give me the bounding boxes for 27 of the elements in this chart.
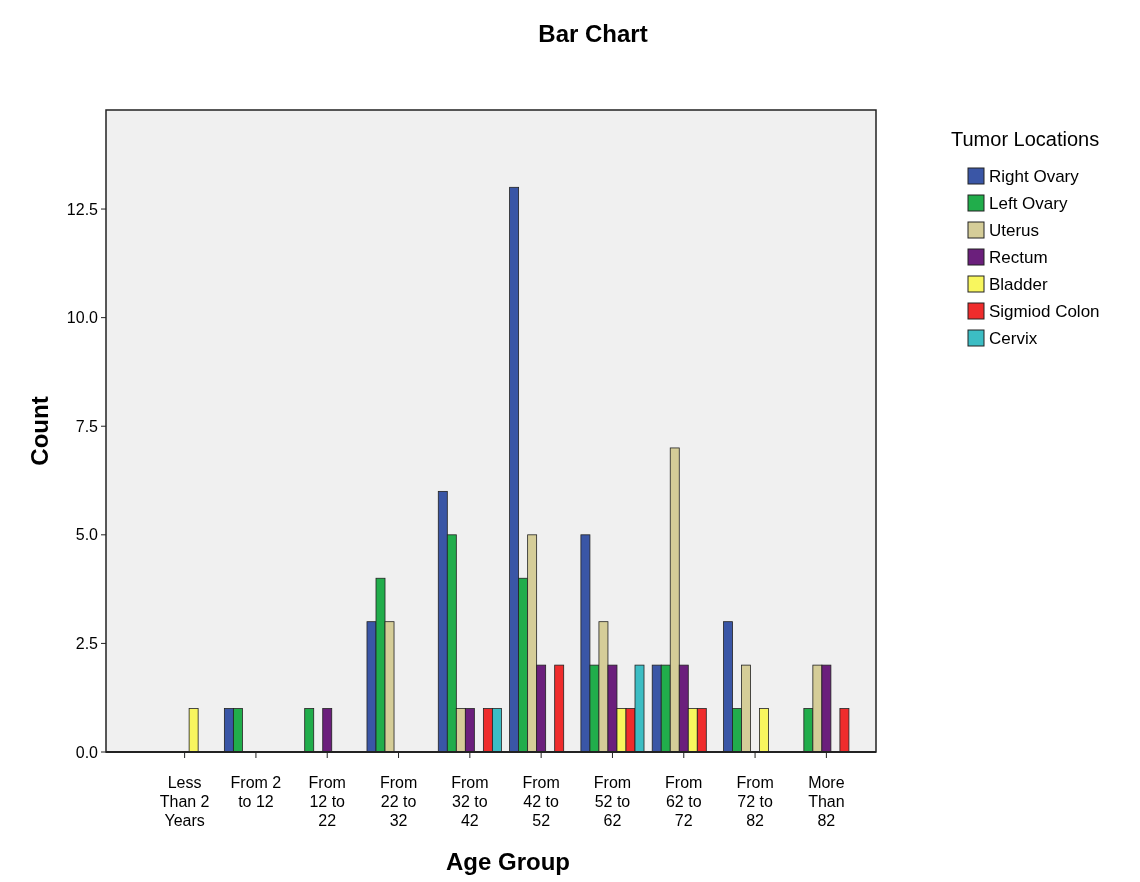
x-tick-label: From 22 to 32	[379, 774, 418, 829]
legend-label: Uterus	[989, 220, 1040, 240]
x-tick-label: From 52 to 62	[593, 774, 632, 829]
x-tick-label: From 32 to 42	[451, 774, 489, 829]
y-tick-label: 2.5	[75, 635, 99, 653]
x-tick-label: From 2 to 12	[230, 774, 282, 810]
y-tick-label: 0.0	[75, 743, 99, 761]
legend-label: Bladder	[989, 274, 1048, 294]
x-tick-label: From 62 to 72	[665, 774, 703, 829]
legend-label: Left Ovary	[989, 193, 1068, 213]
y-tick-label: 5.0	[75, 526, 99, 544]
chart-title: Bar Chart	[538, 20, 648, 47]
legend-title: Tumor Locations	[951, 128, 1100, 150]
x-tick-label: From 12 to 22	[308, 774, 346, 829]
x-tick-label: Less Than 2 Years	[159, 774, 210, 829]
x-tick-label: From 72 to 82	[736, 774, 774, 829]
legend-label: Rectum	[989, 247, 1048, 267]
x-tick-label: More Than 82	[808, 774, 845, 829]
y-tick-label: 10.0	[66, 309, 99, 327]
y-tick-label: 7.5	[75, 417, 99, 435]
legend-label: Right Ovary	[989, 166, 1080, 186]
legend-label: Sigmiod Colon	[989, 301, 1100, 321]
x-tick-label: From 42 to 52	[522, 774, 560, 829]
y-tick-label: 12.5	[66, 200, 99, 218]
y-axis-title: Count	[26, 396, 53, 466]
legend-label: Cervix	[989, 328, 1038, 348]
x-axis-title: Age Group	[446, 848, 570, 875]
